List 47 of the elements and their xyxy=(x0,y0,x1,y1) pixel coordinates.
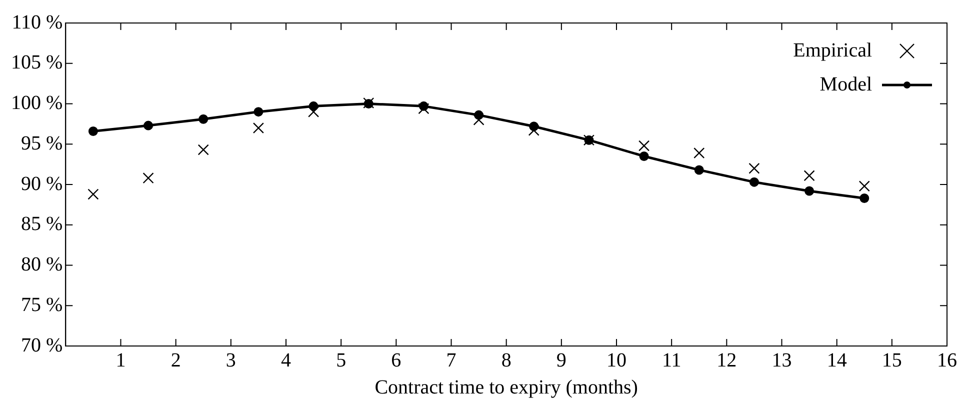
y-tick-label: 100 % xyxy=(10,92,63,114)
point xyxy=(804,186,814,196)
x-tick-label: 11 xyxy=(662,349,682,372)
point xyxy=(88,126,98,136)
y-tick-label: 85 % xyxy=(20,213,63,236)
y-tick-label: 70 % xyxy=(20,334,63,356)
x-tick-label: 15 xyxy=(882,349,902,372)
y-tick-label: 90 % xyxy=(20,172,63,195)
x-tick-label: 5 xyxy=(336,349,346,372)
y-tick-label: 110 % xyxy=(12,11,63,34)
point xyxy=(198,144,209,156)
point xyxy=(198,114,208,124)
legend-label: Empirical xyxy=(793,39,872,62)
point xyxy=(860,193,870,203)
x-axis-title: Contract time to expiry (months) xyxy=(374,376,638,398)
y-tick-label: 75 % xyxy=(20,294,63,316)
x-tick-label: 9 xyxy=(556,349,566,372)
point xyxy=(142,172,154,184)
x-tick-label: 3 xyxy=(226,349,236,372)
x-tick-label: 4 xyxy=(280,349,291,372)
x-tick-label: 7 xyxy=(446,349,456,372)
y-tick-label: 80 % xyxy=(20,254,63,276)
x-tick-label: 1 xyxy=(116,349,126,372)
point xyxy=(639,151,649,161)
point xyxy=(88,188,99,200)
x-tick-label: 13 xyxy=(772,349,792,372)
point xyxy=(144,120,154,130)
point xyxy=(804,170,815,182)
point xyxy=(254,107,264,117)
point xyxy=(858,180,870,192)
legend-label: Model xyxy=(820,73,872,96)
point xyxy=(308,106,320,118)
point xyxy=(694,165,704,175)
x-tick-label: 14 xyxy=(826,349,847,372)
x-tick-label: 2 xyxy=(170,349,181,372)
point xyxy=(638,140,650,152)
x-tick-label: 16 xyxy=(937,349,957,372)
x-tick-label: 12 xyxy=(716,349,737,372)
y-tick-label: 105 % xyxy=(10,52,63,74)
point xyxy=(748,162,760,174)
x-tick-label: 8 xyxy=(501,349,512,372)
point xyxy=(749,177,759,187)
x-tick-label: 6 xyxy=(391,349,402,372)
x-tick-label: 10 xyxy=(606,349,626,372)
point xyxy=(694,147,705,159)
y-tick-label: 95 % xyxy=(20,132,63,154)
point xyxy=(252,122,264,134)
